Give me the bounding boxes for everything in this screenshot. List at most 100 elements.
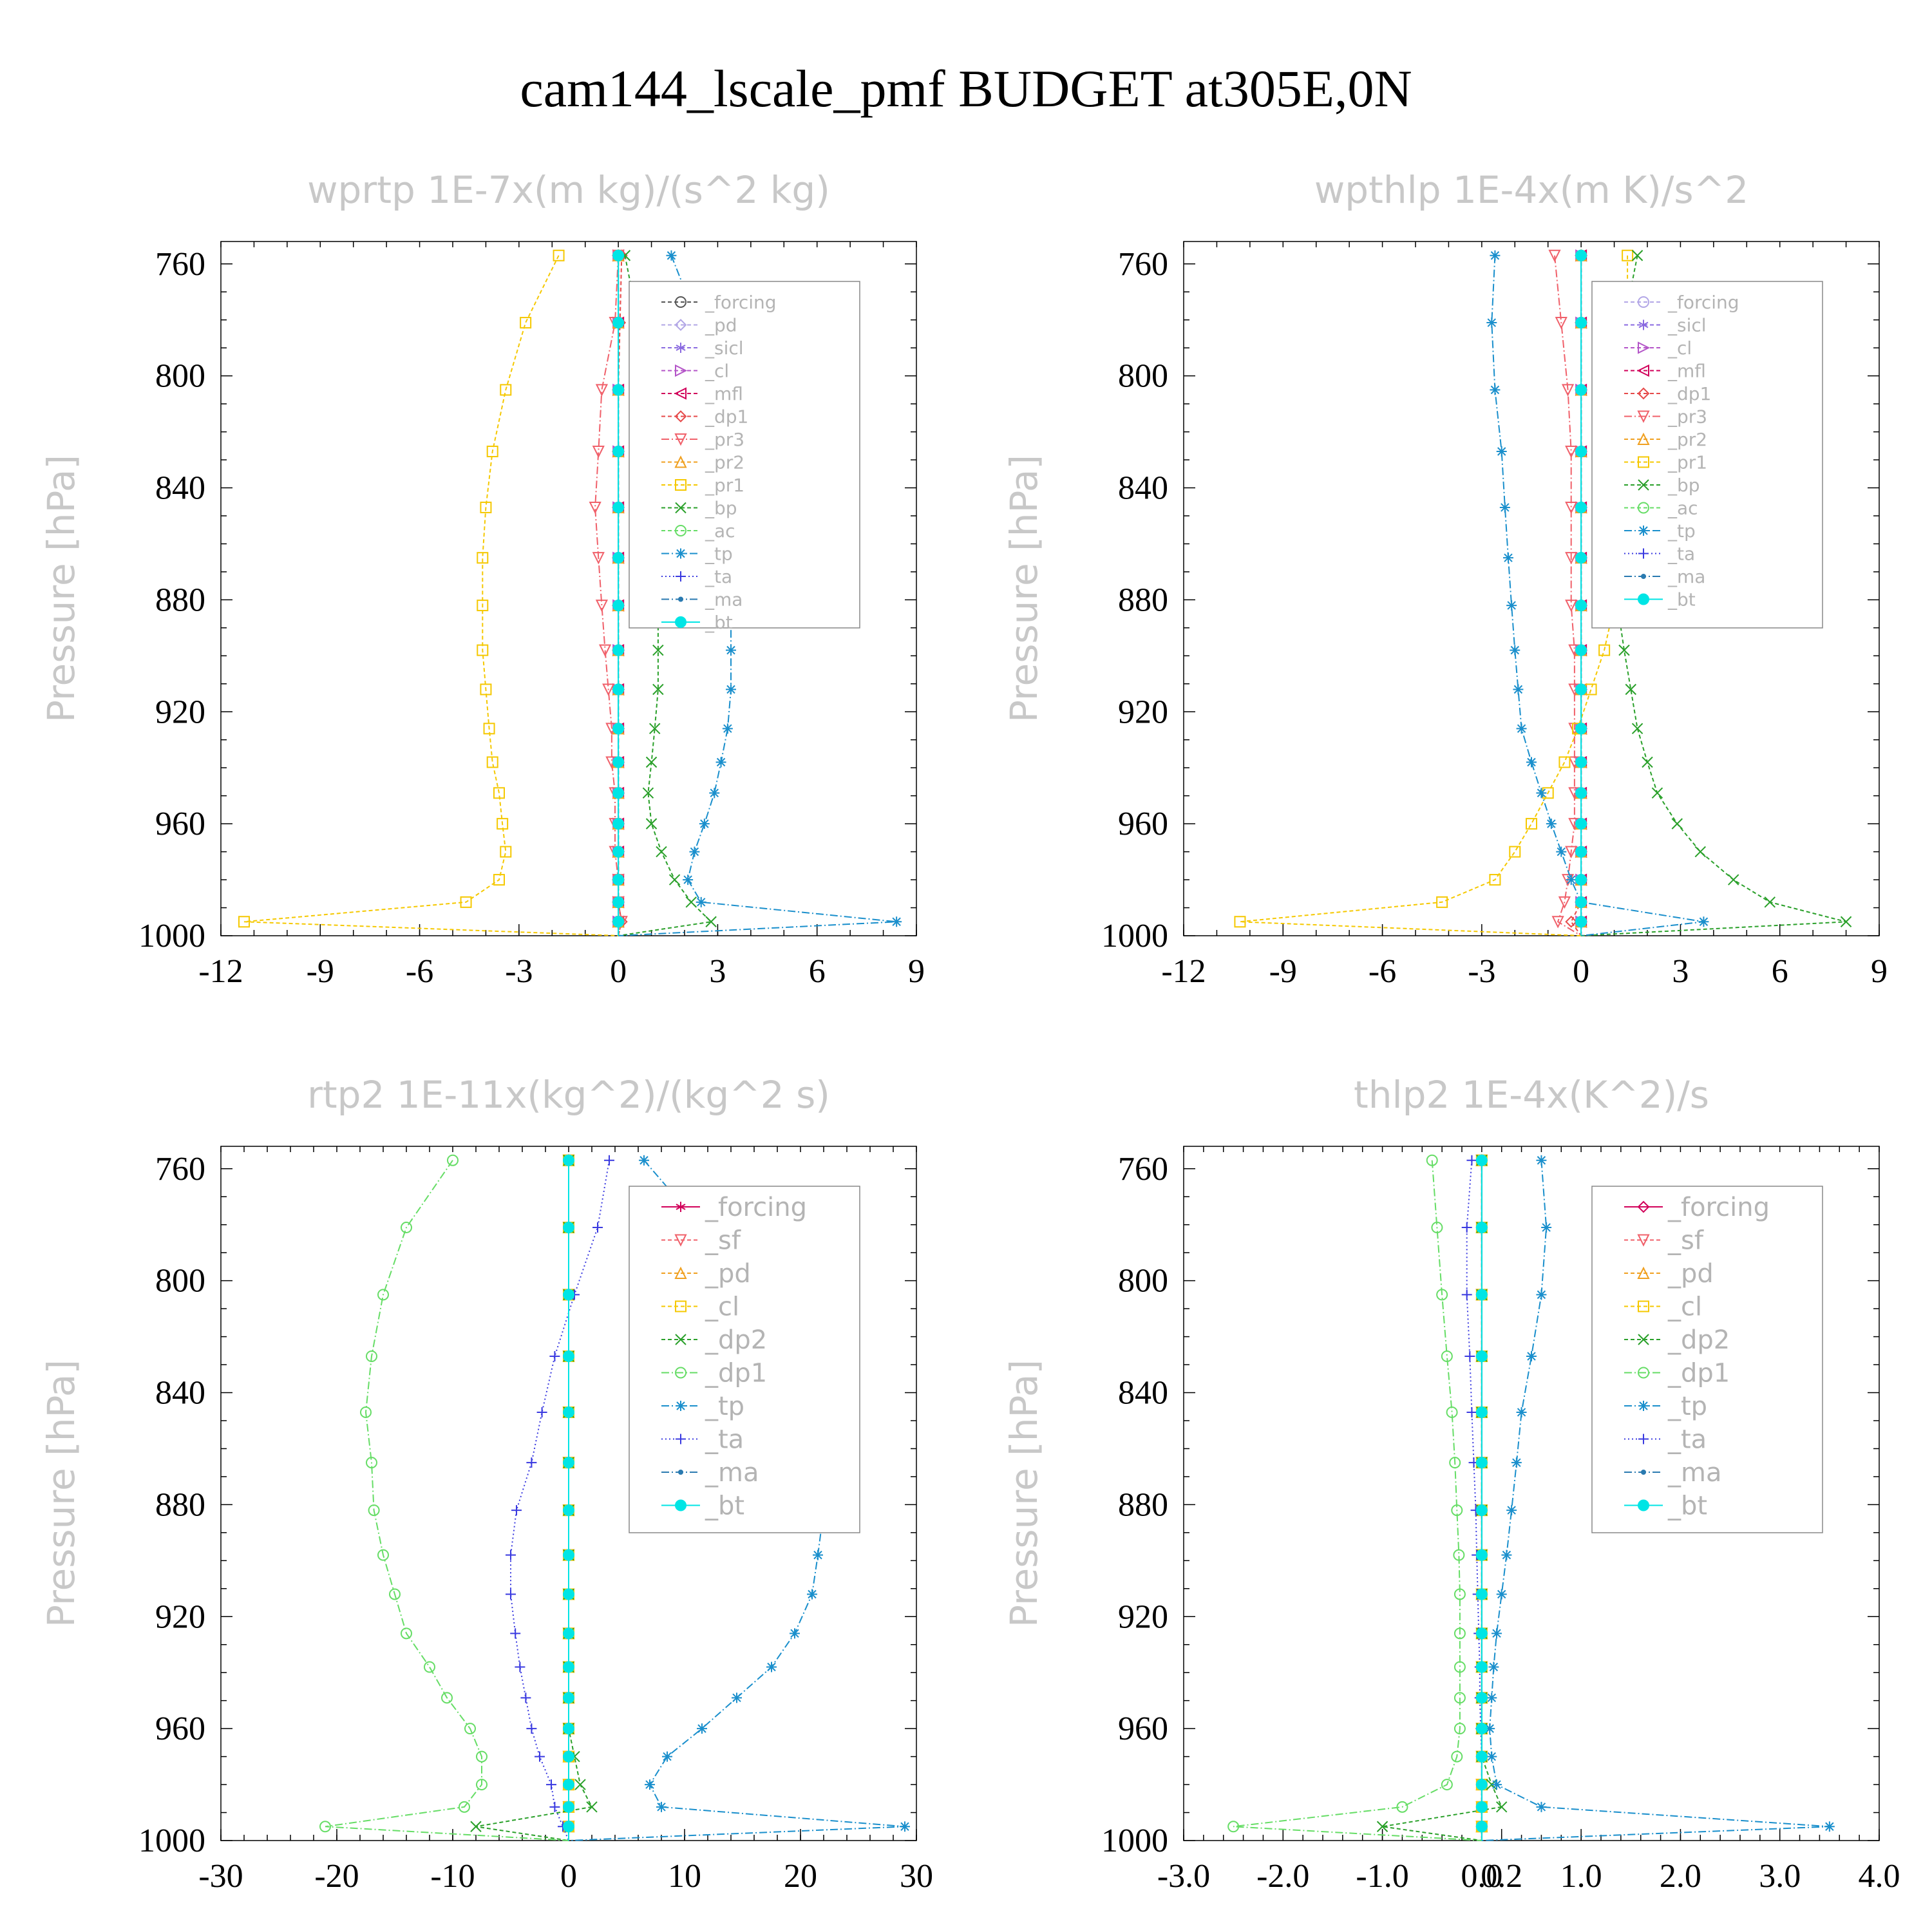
data-point [1475, 1821, 1488, 1833]
data-point [1561, 384, 1575, 397]
data-point [1575, 644, 1587, 656]
y-tick-label: 760 [155, 1151, 205, 1188]
data-point [612, 384, 625, 396]
panel-2: wpthlp 1E-4x(m K)/s^2 Pressure [hPa] 760 80… [1002, 168, 1888, 990]
y-tick-label: 920 [155, 694, 205, 730]
data-point [1618, 644, 1630, 656]
data-point [1565, 600, 1578, 612]
data-point [526, 1723, 537, 1734]
x-tick-label: 20 [784, 1858, 817, 1895]
y-tick-label: 840 [155, 1375, 205, 1412]
legend-marker [1638, 1434, 1649, 1444]
data-point [477, 644, 489, 656]
data-point [1475, 1222, 1488, 1234]
data-point [1598, 644, 1611, 656]
data-point [1490, 250, 1501, 261]
data-point [563, 1627, 574, 1640]
panels-container: wprtp 1E-7x(m kg)/(s^2 kg) Pressure [hPa]… [39, 168, 1900, 1895]
legend-label: _tp [1667, 1392, 1707, 1421]
panel-1: wprtp 1E-7x(m kg)/(s^2 kg) Pressure [hPa]… [39, 168, 925, 990]
data-point [366, 1457, 377, 1469]
data-point [511, 1505, 522, 1516]
data-point [592, 1222, 603, 1233]
legend-label: _pr3 [1667, 406, 1707, 427]
data-point [1575, 916, 1587, 928]
y-tick-label: 840 [155, 470, 205, 507]
plot-frame [220, 241, 917, 936]
data-point [1475, 1627, 1488, 1640]
data-point [900, 1821, 910, 1832]
legend-label: _dp1 [705, 1359, 767, 1388]
data-point [1489, 874, 1501, 886]
data-point [1651, 787, 1663, 799]
data-point [656, 1801, 667, 1812]
data-point [1475, 1504, 1488, 1517]
legend-marker [1637, 387, 1650, 400]
data-point [1565, 446, 1578, 459]
y-axis-label: Pressure [hPa] [1002, 455, 1046, 723]
y-tick-label: 1000 [138, 918, 205, 954]
data-point [696, 896, 706, 907]
legend-marker [1638, 1300, 1649, 1312]
data-point [1488, 1662, 1499, 1672]
legend-marker [674, 1266, 687, 1279]
panel-4: thlp2 1E-4x(K^2)/s Pressure [hPa] 760 800 84… [1002, 1073, 1900, 1895]
x-tick-label: 0 [560, 1858, 577, 1895]
data-point [1546, 819, 1557, 829]
data-point [1454, 1723, 1466, 1735]
legend-marker [1638, 341, 1651, 354]
data-point [1499, 502, 1510, 513]
data-point [642, 787, 654, 799]
data-point [612, 644, 625, 656]
data-point [709, 788, 720, 799]
legend: _forcing_sicl_cl_mfl_dp1_pr3_pr2_pr1_bp_… [1591, 281, 1823, 629]
x-tick-label: -6 [1368, 953, 1396, 990]
x-tick-label: 3 [1672, 953, 1689, 990]
y-tick-label: 1000 [138, 1823, 205, 1859]
data-point [1501, 1549, 1512, 1560]
data-point [589, 501, 601, 515]
data-point [1490, 384, 1501, 395]
data-point [515, 1662, 526, 1672]
x-tick-label: 9 [1871, 953, 1888, 990]
data-point [460, 896, 472, 908]
legend-marker [1636, 364, 1649, 377]
data-point [1475, 1588, 1488, 1600]
data-point [1728, 874, 1739, 886]
data-point [1575, 787, 1587, 799]
data-point [1575, 683, 1587, 696]
data-point [526, 1457, 537, 1468]
legend-marker [675, 364, 688, 377]
series-line-pr1 [1240, 255, 1629, 936]
y-tick-label: 880 [1118, 1486, 1168, 1523]
y-tick-label: 760 [1118, 246, 1168, 283]
data-point [1509, 846, 1521, 858]
legend-marker [676, 571, 686, 582]
data-point [612, 756, 625, 768]
data-point [639, 1155, 649, 1166]
y-tick-label: 880 [1118, 582, 1168, 618]
legend-marker [675, 479, 687, 491]
plot-frame [1183, 241, 1880, 936]
data-point [1526, 757, 1537, 768]
panel-title: thlp2 1E-4x(K^2)/s [1354, 1073, 1709, 1117]
data-point [1454, 1661, 1466, 1673]
data-point [424, 1661, 435, 1673]
data-point [563, 1504, 574, 1517]
data-point [1558, 896, 1571, 909]
data-point [1575, 756, 1587, 768]
y-tick-label: 920 [155, 1598, 205, 1635]
data-point [612, 818, 625, 830]
legend-label: _pr2 [705, 451, 744, 473]
legend-label: _ma [705, 1458, 759, 1488]
x-tick-label: -10 [430, 1858, 475, 1895]
data-point [377, 1289, 389, 1301]
data-point [441, 1692, 453, 1704]
data-point [459, 1801, 470, 1813]
data-point [1475, 1661, 1488, 1673]
legend-marker [1637, 1200, 1650, 1213]
data-point [1449, 1457, 1461, 1469]
data-point [483, 723, 495, 735]
legend-marker [676, 1202, 686, 1212]
legend-label: _dp2 [1667, 1325, 1730, 1355]
